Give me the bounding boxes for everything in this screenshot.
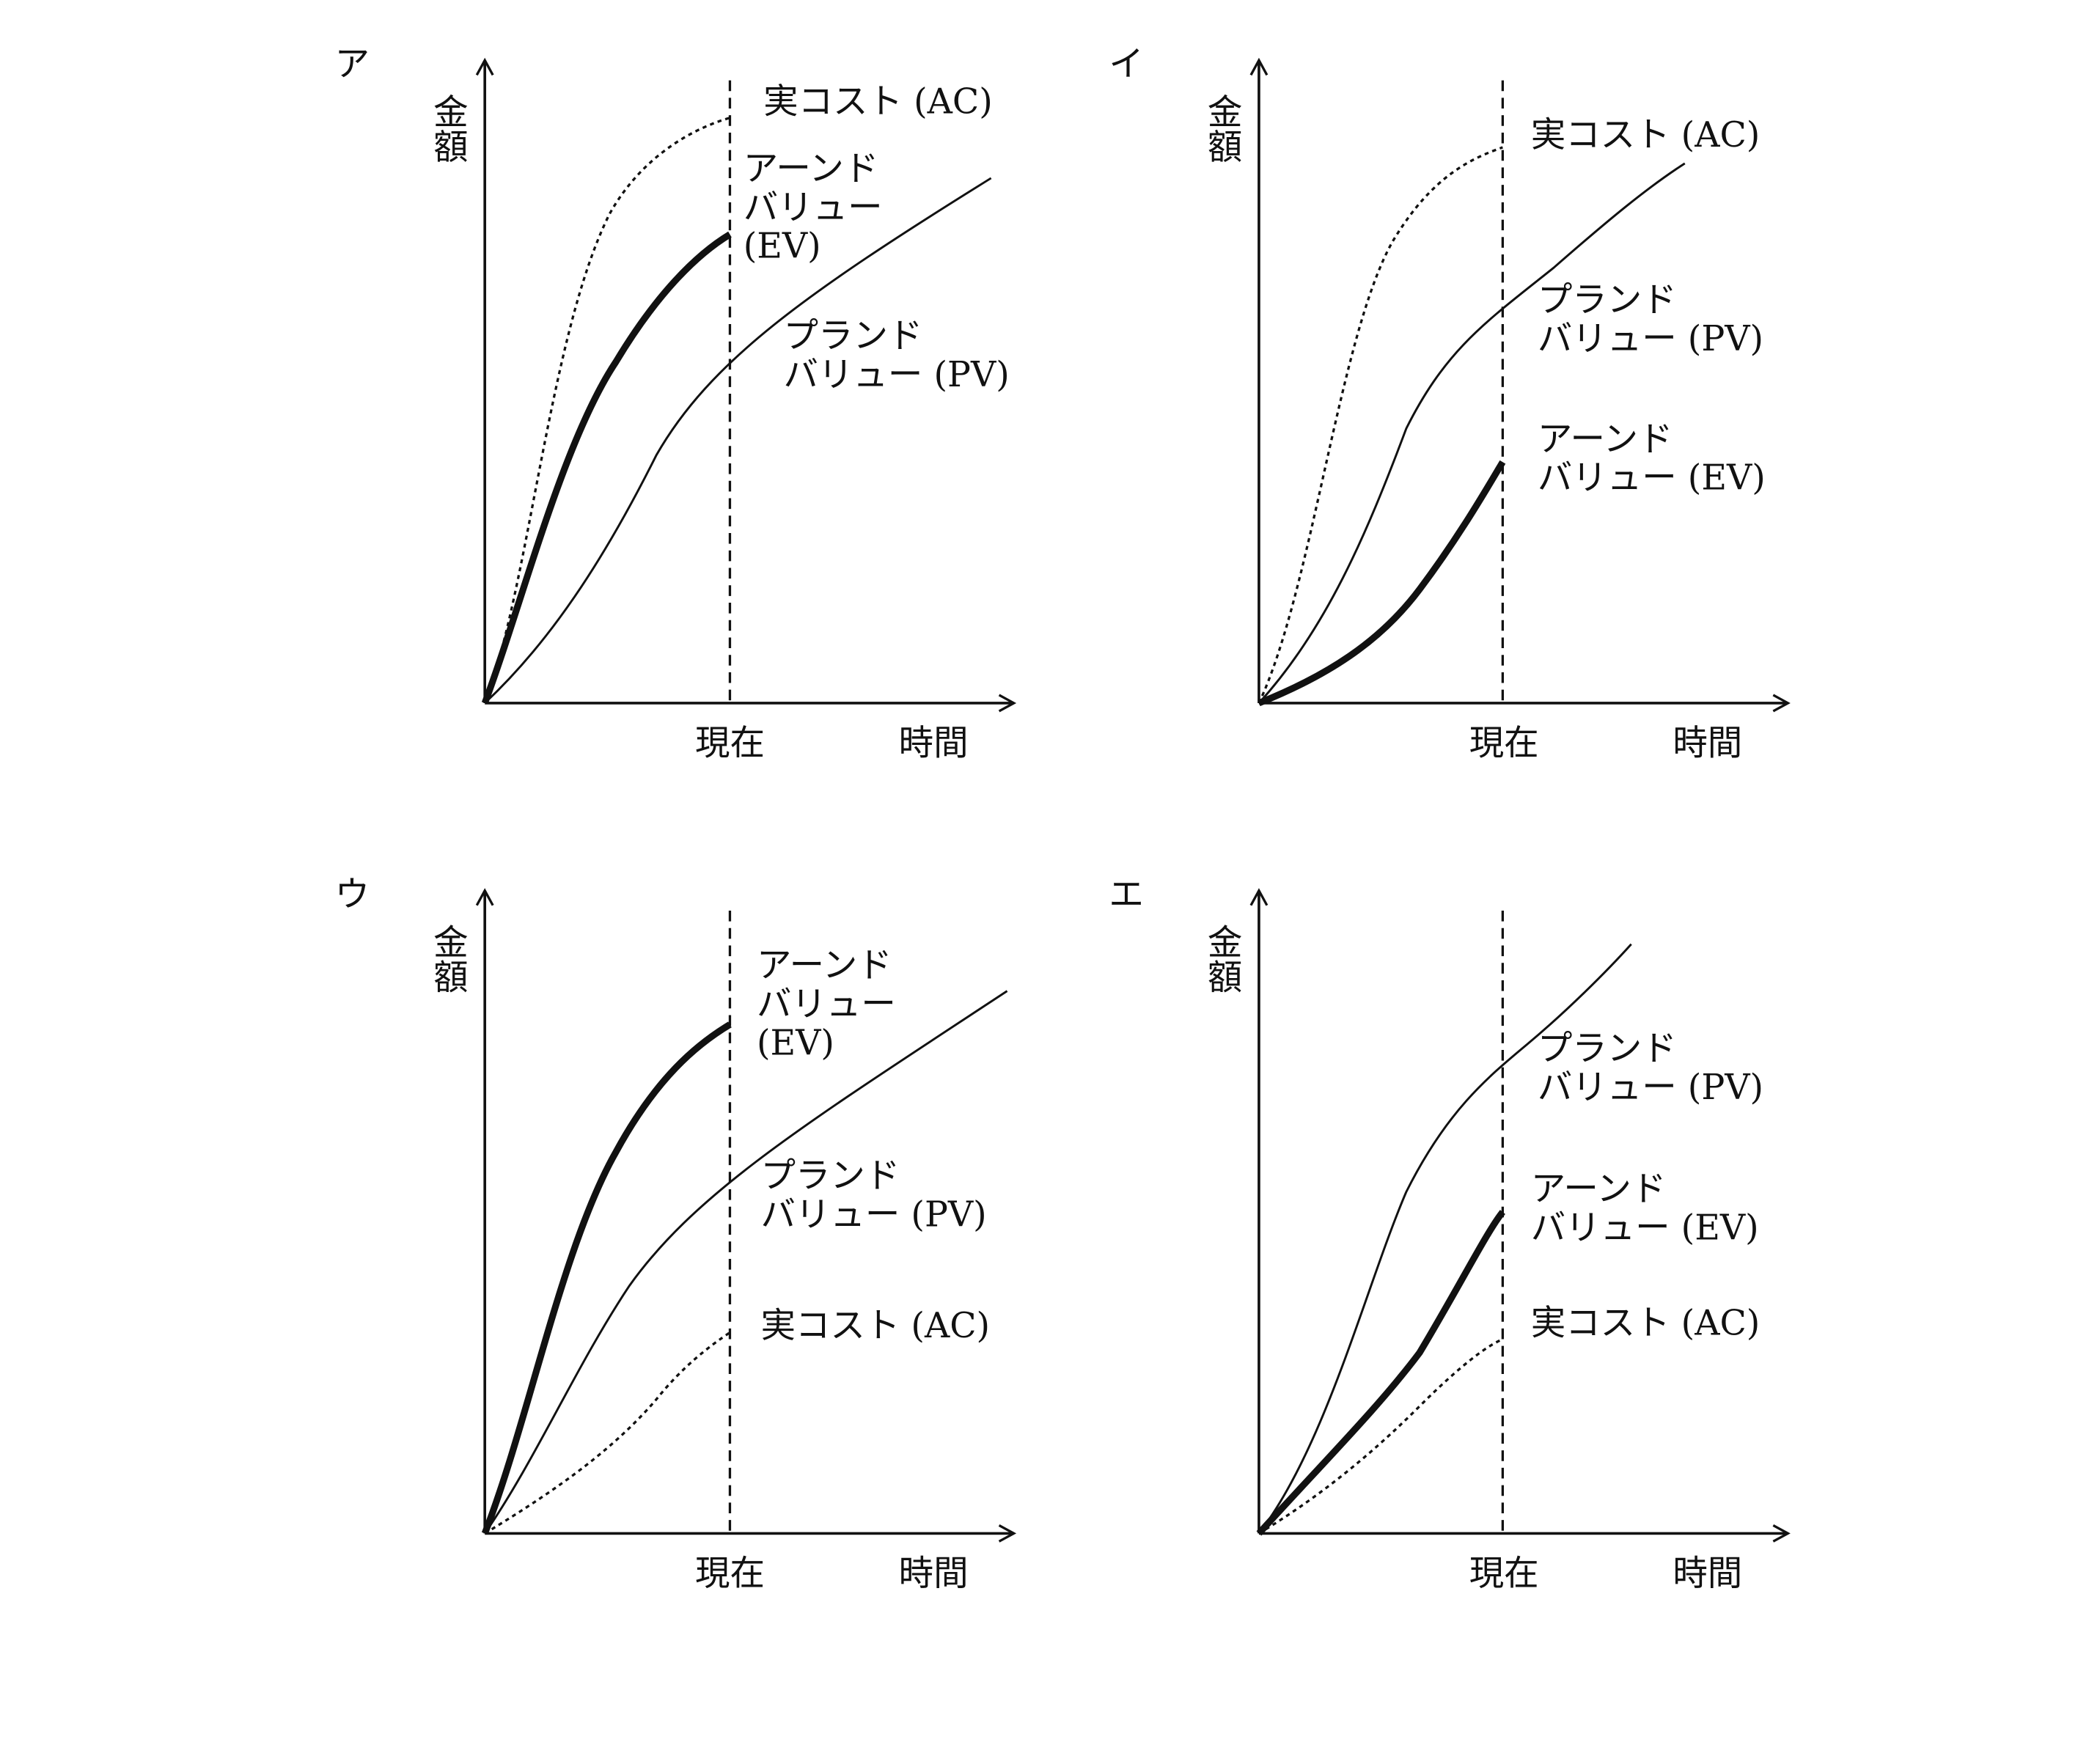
panel-a-shapes [475, 57, 1017, 713]
x-axis-label: 時間 [899, 1554, 969, 1594]
curve-annotation: バリュー (EV) [1538, 458, 1766, 499]
curve-annotation: 実コスト (AC) [1531, 1303, 1761, 1343]
y-axis-label: 金額 [1201, 94, 1241, 164]
curve-annotation: プランド [1538, 280, 1677, 320]
y-axis-label: 金額 [427, 94, 467, 164]
curve-annotation: バリュー (PV) [784, 355, 1010, 395]
curve-annotation: (EV) [757, 1024, 834, 1064]
curve-annotation: プランド [760, 1156, 900, 1196]
curve-annotation: 実コスト (AC) [760, 1306, 990, 1346]
ac-curve [1258, 1338, 1504, 1535]
curve-annotation: バリュー (PV) [760, 1194, 986, 1235]
curve-annotation: アーンド [757, 946, 892, 986]
ev-curve [481, 231, 732, 705]
curve-annotation: アーンド [744, 149, 879, 189]
curve-annotation: プランド [784, 316, 923, 356]
x-axis-label: 現在 [1469, 1554, 1539, 1594]
ac-curve [483, 117, 730, 704]
panel-e-shapes [1249, 888, 1791, 1543]
ev-curve [481, 1021, 732, 1535]
curve-annotation: アーンド [1531, 1169, 1667, 1210]
pv-curve [484, 990, 1008, 1535]
panel-label: ウ [335, 875, 370, 915]
panel-label: ア [335, 44, 370, 84]
curve-annotation: バリュー (PV) [1538, 319, 1763, 359]
curve-annotation: バリュー [757, 985, 896, 1025]
pv-curve [1258, 162, 1686, 704]
panel-u-shapes [475, 888, 1017, 1543]
x-axis-label: 現在 [695, 723, 765, 763]
curve-annotation: 実コスト (AC) [1531, 115, 1761, 155]
curve-annotation: アーンド [1538, 419, 1673, 460]
curve-annotation: (EV) [744, 227, 821, 267]
x-axis-label: 時間 [1673, 1554, 1742, 1594]
ac-curve [1258, 146, 1503, 704]
ev-curve [1258, 460, 1506, 707]
curve-annotation: バリュー [744, 188, 883, 228]
curve-annotation: バリュー (EV) [1531, 1208, 1759, 1249]
pv-curve [1258, 943, 1632, 1535]
pv-curve [484, 177, 992, 705]
x-axis-label: 時間 [1673, 723, 1742, 763]
curve-annotation: バリュー (PV) [1538, 1068, 1763, 1108]
x-axis-label: 時間 [899, 723, 969, 763]
x-axis-label: 現在 [1469, 723, 1539, 763]
panel-i-shapes [1249, 57, 1791, 713]
panel-label: イ [1109, 44, 1143, 84]
curve-annotation: プランド [1538, 1029, 1677, 1069]
ac-curve [484, 1331, 731, 1535]
curve-annotation: 実コスト (AC) [763, 81, 993, 122]
y-axis-label: 金額 [427, 924, 467, 993]
y-axis-label: 金額 [1201, 924, 1241, 993]
x-axis-label: 現在 [695, 1554, 765, 1594]
panel-label: エ [1109, 875, 1143, 915]
ev-curve [1256, 1210, 1505, 1536]
